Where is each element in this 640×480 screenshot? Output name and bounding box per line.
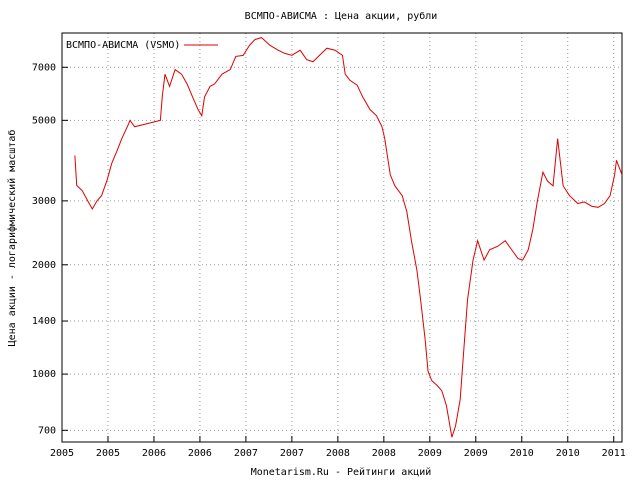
x-tick-label: 2006 xyxy=(188,448,212,459)
y-axis-label: Цена акции - логарифмический масштаб xyxy=(6,130,18,347)
x-tick-label: 2011 xyxy=(602,448,626,459)
x-tick-label: 2009 xyxy=(464,448,488,459)
y-tick-label: 1400 xyxy=(32,316,56,327)
x-tick-label: 2008 xyxy=(372,448,396,459)
chart-title: ВСМПО-АВИСМА : Цена акции, рубли xyxy=(245,10,438,22)
x-tick-label: 2007 xyxy=(280,448,304,459)
data-line xyxy=(74,37,623,438)
x-tick-label: 2006 xyxy=(142,448,166,459)
x-tick-label: 2009 xyxy=(418,448,442,459)
x-tick-label: 2010 xyxy=(510,448,534,459)
y-tick-label: 7000 xyxy=(32,62,56,73)
y-tick-label: 5000 xyxy=(32,115,56,126)
y-tick-label: 700 xyxy=(38,425,56,436)
x-tick-label: 2010 xyxy=(556,448,580,459)
y-tick-label: 3000 xyxy=(32,196,56,207)
plot-frame xyxy=(61,32,623,443)
x-tick-label: 2008 xyxy=(326,448,350,459)
x-axis-label: Monetarism.Ru - Рейтинги акций xyxy=(251,466,432,478)
y-tick-label: 1000 xyxy=(32,369,56,380)
x-tick-label: 2005 xyxy=(50,448,74,459)
x-tick-label: 2005 xyxy=(96,448,120,459)
legend-label: ВСМПО-АВИСМА (VSMO) xyxy=(66,40,180,51)
y-tick-label: 2000 xyxy=(32,260,56,271)
x-tick-label: 2007 xyxy=(234,448,258,459)
